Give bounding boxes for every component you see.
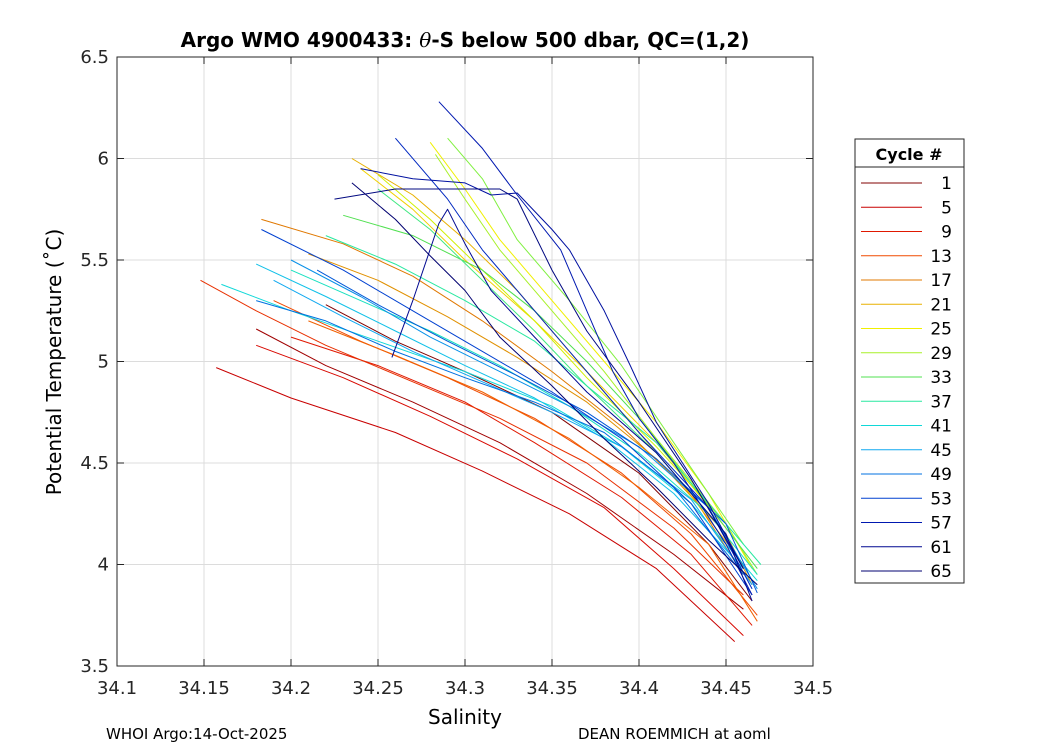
- y-tick-label: 6: [98, 149, 109, 170]
- y-tick-label: 3.5: [80, 656, 109, 677]
- chart-title-prefix: Argo WMO 4900433:: [181, 28, 420, 52]
- series-line-cycle-27: [377, 174, 727, 525]
- legend-label-29: 29: [930, 344, 952, 364]
- y-tick-label: 4.5: [80, 453, 109, 474]
- series-line-cycle-45: [273, 279, 753, 586]
- x-tick-labels: 34.1 34.15 34.2 34.25 34.3 34.35 34.4 34.45 34.5: [97, 678, 833, 699]
- y-tick-label: 5: [98, 352, 109, 373]
- footer-right: DEAN ROEMMICH at aoml: [578, 725, 771, 743]
- legend-label-17: 17: [930, 271, 952, 291]
- y-tick-label: 6.5: [80, 47, 109, 68]
- series-line-cycle-53: [261, 229, 753, 596]
- legend-label-53: 53: [930, 489, 952, 509]
- series-line-cycle-49: [256, 300, 744, 575]
- legend-label-37: 37: [930, 392, 952, 412]
- series-line-cycle-59: [360, 168, 744, 569]
- x-tick-label: 34.45: [700, 678, 752, 699]
- legend-label-33: 33: [930, 368, 952, 388]
- legend-label-1: 1: [941, 174, 952, 194]
- legend-label-21: 21: [930, 295, 952, 315]
- legend-label-65: 65: [930, 562, 952, 582]
- axis-ticks: [116, 56, 814, 667]
- series-line-cycle-43: [255, 263, 744, 569]
- x-tick-label: 34.25: [352, 678, 404, 699]
- legend-label-9: 9: [941, 223, 952, 243]
- legend-label-57: 57: [930, 514, 952, 534]
- series-line-cycle-11: [200, 279, 744, 596]
- legend-box: [854, 138, 965, 584]
- legend-label-5: 5: [941, 198, 952, 218]
- series-line-cycle-63: [334, 188, 744, 569]
- series-line-cycle-7: [256, 344, 744, 636]
- series-line-cycle-51: [316, 269, 758, 594]
- chart-title: Argo WMO 4900433: θ-S below 500 dbar, QC…: [181, 28, 750, 52]
- series-line-cycle-15: [308, 320, 758, 622]
- series-line-cycle-39: [290, 269, 758, 575]
- series-group: [200, 101, 762, 642]
- footer-left: WHOI Argo:14-Oct-2025: [106, 725, 288, 743]
- chart-title-symbol: θ: [419, 28, 431, 52]
- x-tick-label: 34.15: [178, 678, 230, 699]
- x-tick-label: 34.1: [97, 678, 137, 699]
- x-tick-label: 34.3: [445, 678, 485, 699]
- legend-items: 1 5 9 13 17 21 25 29 33 37 41 45 49 53 57 61 65: [861, 174, 952, 582]
- x-tick-label: 34.2: [271, 678, 311, 699]
- chart-title-suffix: -S below 500 dbar, QC=(1,2): [431, 28, 749, 52]
- x-axis-label: Salinity: [428, 705, 502, 729]
- x-tick-label: 34.4: [619, 678, 659, 699]
- series-line-cycle-65: [351, 182, 758, 586]
- x-tick-label: 34.5: [793, 678, 833, 699]
- legend-label-25: 25: [930, 320, 952, 340]
- y-tick-label: 5.5: [80, 250, 109, 271]
- legend: Cycle # 1 5 9 13 17 21 25 29 33 37 41 45 49 53 57 61 65: [854, 138, 965, 584]
- x-tick-label: 34.35: [526, 678, 578, 699]
- y-tick-label: 4: [98, 555, 109, 576]
- legend-label-13: 13: [930, 247, 952, 267]
- series-line-cycle-9: [290, 336, 753, 626]
- series-line-cycle-5: [216, 367, 736, 642]
- legend-label-49: 49: [930, 465, 952, 485]
- legend-label-41: 41: [930, 417, 952, 437]
- legend-label-61: 61: [930, 538, 952, 558]
- series-line-cycle-55: [395, 137, 753, 590]
- y-tick-labels: 3.5 4 4.5 5 5.5 6 6.5: [80, 47, 109, 677]
- y-axis-label: Potential Temperature (˚C): [42, 229, 66, 496]
- series-line-cycle-61: [391, 208, 753, 602]
- legend-title: Cycle #: [876, 145, 943, 164]
- series-line-cycle-25: [429, 142, 753, 569]
- series-line-cycle-47: [290, 259, 758, 590]
- legend-label-45: 45: [930, 441, 952, 461]
- series-line-cycle-3: [255, 328, 744, 610]
